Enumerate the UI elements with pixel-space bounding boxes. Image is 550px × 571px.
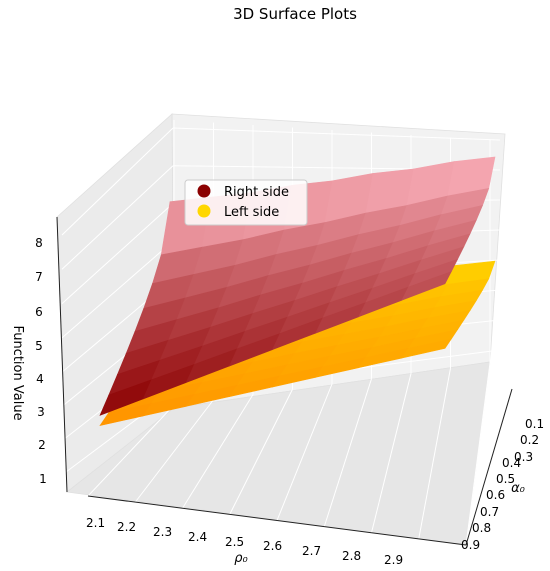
grid-line	[465, 362, 491, 546]
x-tick-label: 2.7	[302, 544, 321, 558]
z-axis-line	[56, 216, 68, 493]
legend-marker-right-side	[197, 184, 211, 198]
grid-line	[229, 389, 293, 515]
x-tick-label: 2.6	[263, 539, 282, 553]
grid-line	[418, 368, 451, 539]
grid-line	[276, 383, 333, 521]
chart-title: 3D Surface Plots	[233, 5, 357, 23]
surface-patch	[401, 271, 452, 301]
y-tick-label: 0.8	[472, 521, 491, 535]
grid-line	[61, 203, 174, 304]
z-tick-label: 6	[35, 305, 43, 319]
z-tick-label: 1	[39, 472, 47, 486]
grid-line	[371, 373, 412, 533]
z-axis-ticks: 8 7 6 5 4 3 2 1	[35, 236, 47, 486]
y-tick-label: 0.2	[520, 433, 539, 447]
grid-line	[172, 127, 501, 141]
y-tick-label: 0.1	[525, 417, 544, 431]
z-tick-label: 3	[37, 405, 45, 419]
x-tick-label: 2.5	[225, 535, 244, 549]
y-axis-ticks: 0.1 0.2 0.3 0.4 0.5 0.6 0.7 0.8 0.9	[461, 417, 544, 552]
x-axis-ticks: 2.1 2.2 2.3 2.4 2.5 2.6 2.7 2.8 2.9	[86, 516, 403, 567]
y-tick-label: 0.6	[486, 488, 505, 502]
z-tick-label: 8	[35, 236, 43, 250]
legend-marker-left-side	[197, 204, 211, 218]
x-axis-line	[87, 495, 467, 546]
grid-line	[87, 404, 175, 497]
legend-box	[184, 179, 308, 226]
x-tick-label: 2.4	[188, 530, 207, 544]
grid-line	[61, 240, 174, 339]
z-tick-label: 7	[35, 270, 43, 284]
y-axis-line	[465, 388, 513, 546]
surface-patch	[401, 338, 452, 359]
grid-line	[182, 394, 254, 509]
y-tick-label: 0.5	[496, 472, 515, 486]
grid-line	[323, 378, 372, 527]
grid-line	[61, 165, 174, 270]
legend: Right side Left side	[184, 179, 308, 226]
x-tick-label: 2.9	[384, 553, 403, 567]
right-side-surface	[99, 156, 496, 416]
y-tick-label: 0.9	[461, 538, 480, 552]
x-axis-label: ρ₀	[234, 551, 248, 566]
y-tick-label: 0.7	[480, 505, 499, 519]
z-tick-label: 5	[35, 339, 43, 353]
x-tick-label: 2.2	[117, 520, 136, 534]
legend-label-left-side: Left side	[224, 205, 279, 220]
y-axis-label: α₀	[511, 481, 526, 496]
grid-line	[134, 399, 214, 503]
y-tick-label: 0.3	[514, 450, 533, 464]
z-tick-label: 4	[36, 372, 44, 386]
y-tick-label: 0.4	[502, 456, 521, 470]
x-tick-label: 2.8	[342, 549, 361, 563]
z-tick-label: 2	[38, 438, 46, 452]
x-tick-label: 2.1	[86, 516, 105, 530]
legend-label-right-side: Right side	[224, 185, 289, 200]
z-axis-label: Function Value	[10, 325, 25, 420]
grid-line	[61, 127, 174, 236]
axis-lines	[56, 216, 513, 546]
x-tick-label: 2.3	[153, 525, 172, 539]
